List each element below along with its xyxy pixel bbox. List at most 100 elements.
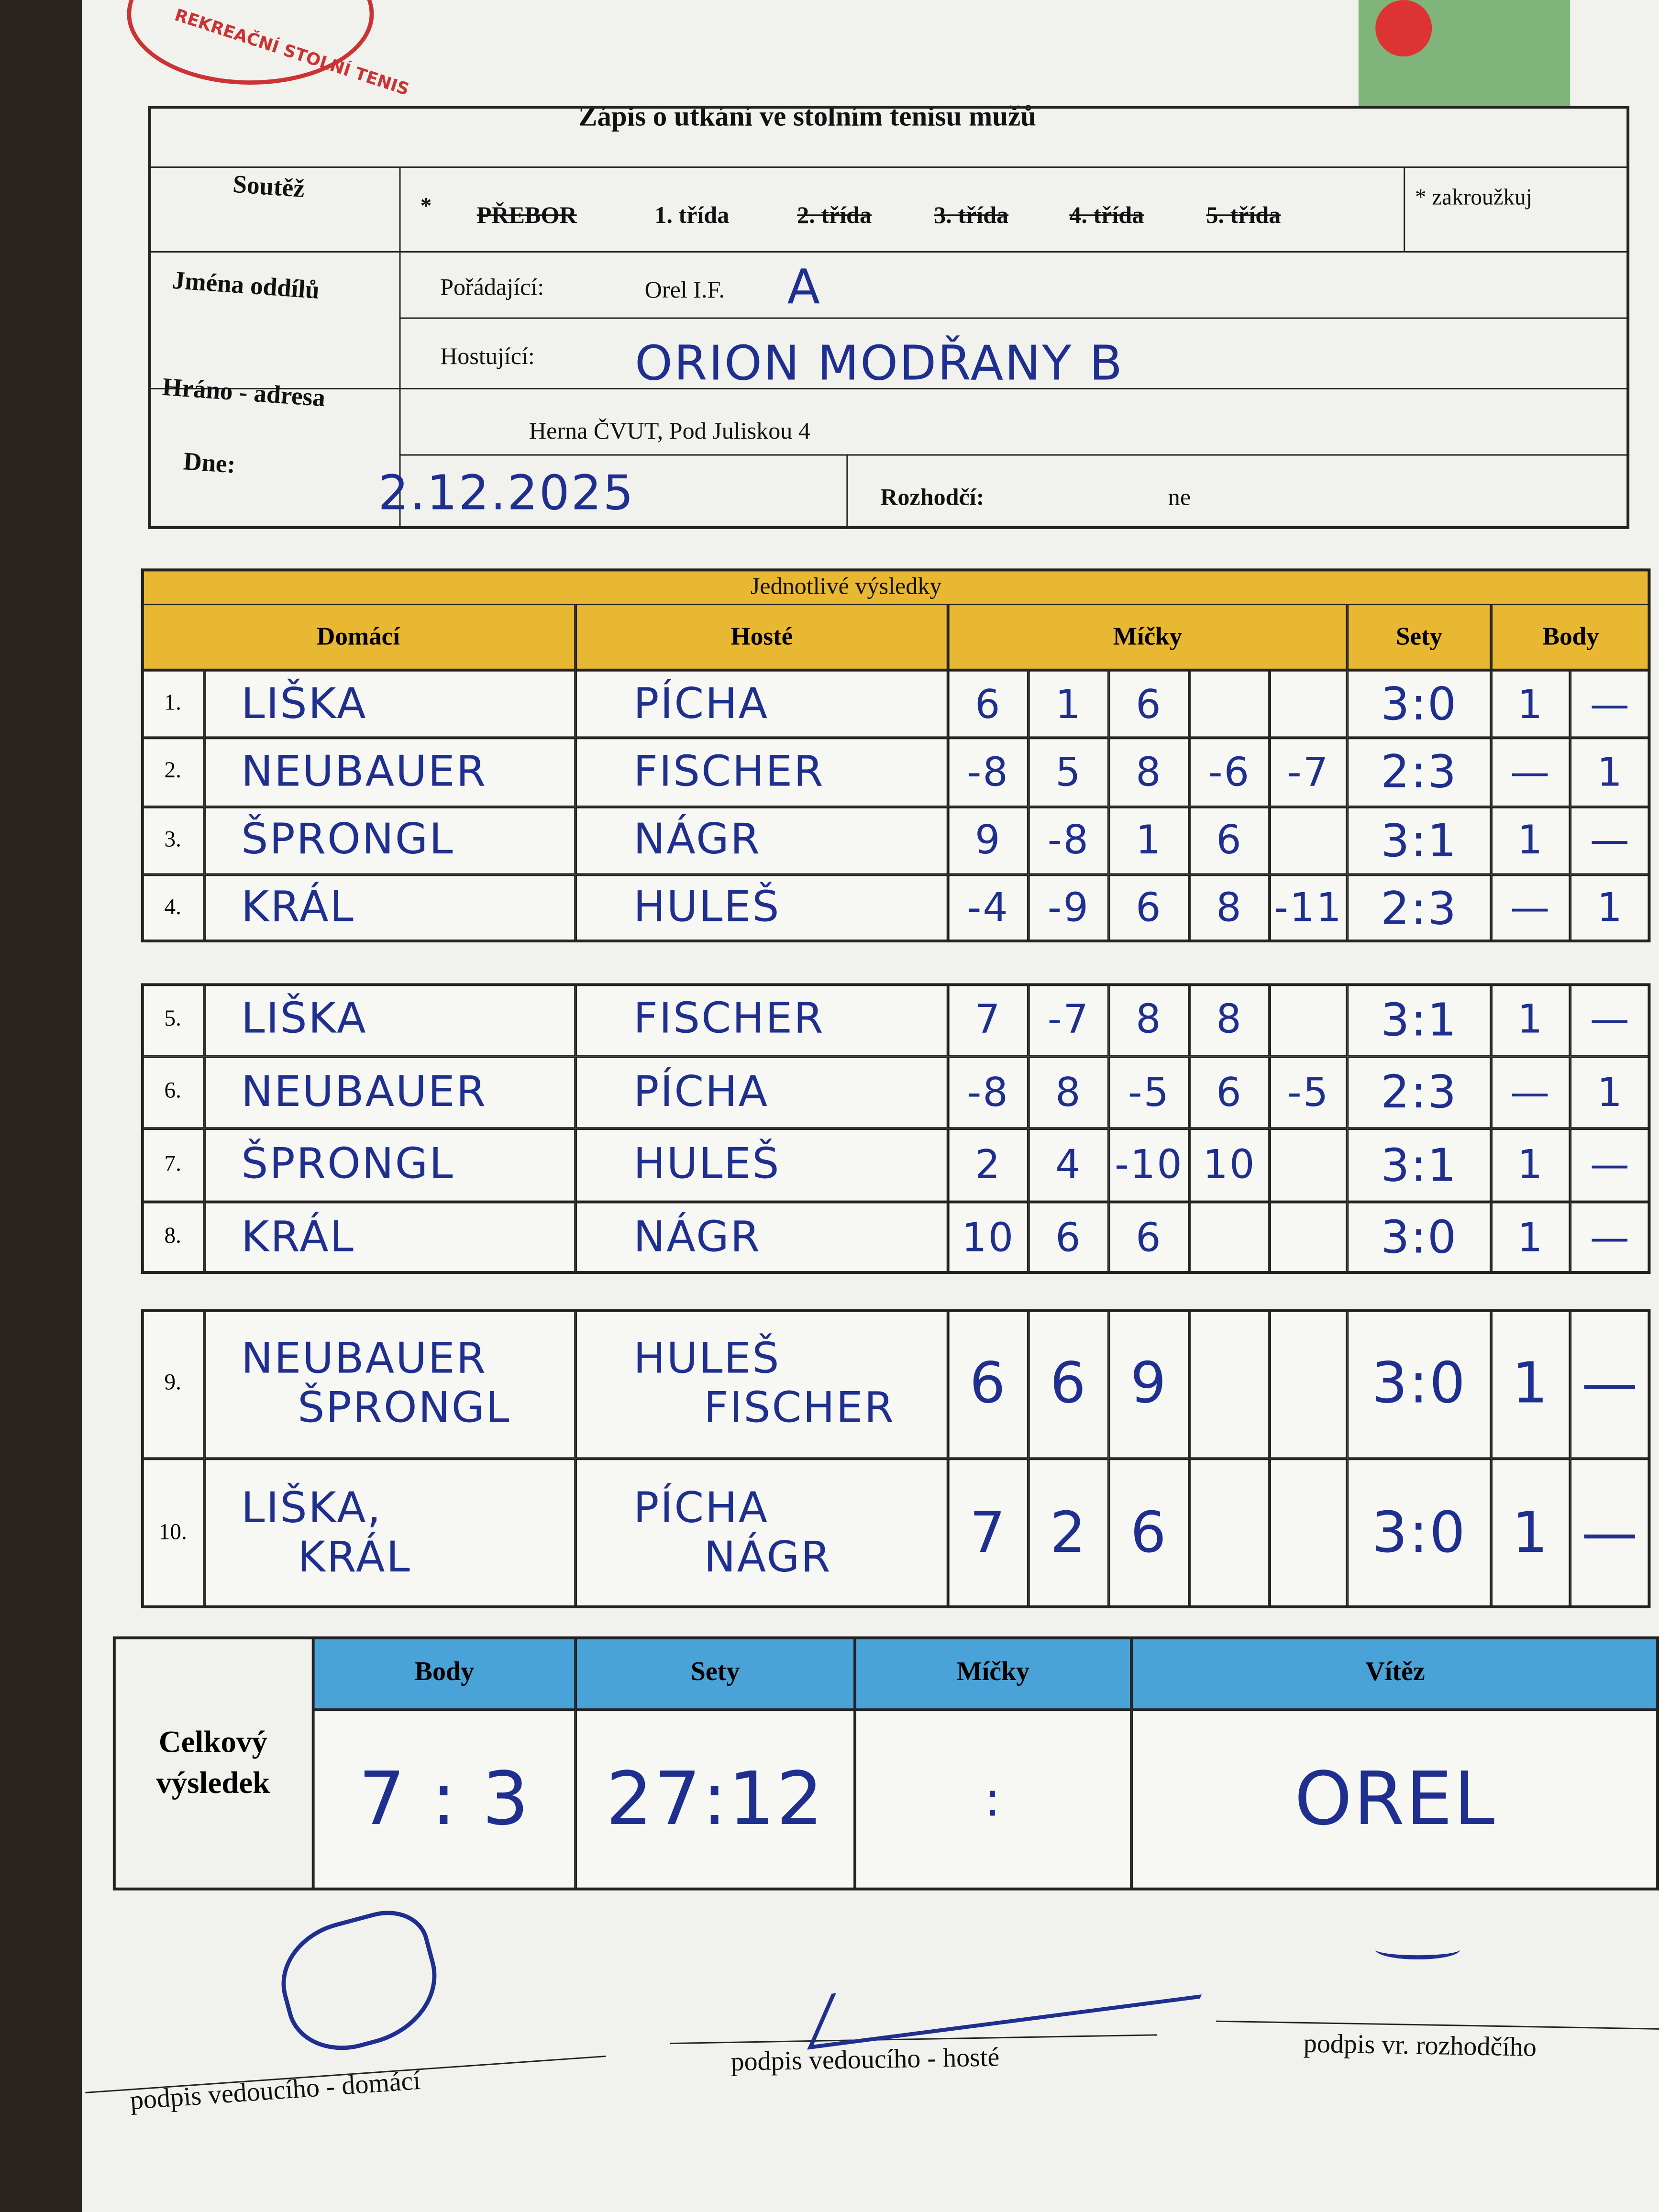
sets-text: 2:3 [1381,881,1458,935]
guest-team: ORION MODŘANY B [635,335,1124,392]
home-player: KRÁL [204,1201,576,1274]
ball-score-text: 8 [1216,885,1243,932]
match-no: 4. [141,874,205,942]
column-header: Hosté [575,604,948,670]
guest-player-name: HULEŠ [633,1334,781,1384]
total-column-header-text: Body [414,1658,475,1687]
ball-score [1189,1459,1270,1608]
sets-text: 2:3 [1381,745,1458,799]
home-player-name: KRÁL [241,1213,355,1262]
ball-score-text: 9 [974,817,1002,864]
column-header-text: Sety [1396,622,1443,651]
guest-player-name: FISCHER [633,995,825,1044]
points-guest: 1 [1570,1056,1651,1129]
points-guest: 1 [1570,738,1651,807]
match-no-text: 4. [164,896,181,920]
ball-score: 9 [1108,1309,1189,1459]
competition-option: 2. třída [797,201,872,229]
points-guest: 1 [1570,874,1651,942]
ball-score: -6 [1189,738,1270,807]
home-player: NEUBAUER [204,738,576,807]
match-no: 5. [141,983,205,1056]
referee-separator [846,454,848,529]
guest-player: HULEŠ [575,1128,948,1202]
points-home: 1 [1491,1201,1571,1274]
points-home-text: — [1510,885,1551,932]
points-home-text: 1 [1517,1214,1544,1261]
ball-score: 2 [948,1128,1029,1202]
ball-score [1270,1309,1348,1459]
column-header: Body [1491,604,1651,670]
total-value-text: 27:12 [606,1758,825,1843]
ball-score: 8 [1108,738,1189,807]
ball-score: 2 [1028,1459,1109,1608]
guest-player-name: PÍCHA [633,1067,769,1117]
sets: 2:3 [1347,738,1492,807]
competition-option: 3. třída [934,201,1009,229]
ball-score [1270,806,1348,874]
home-player-name: ŠPRONGL [241,1140,454,1190]
ball-score-text: 6 [1216,817,1243,864]
guest-player-name: NÁGR [633,1213,762,1262]
sets-text: 3:0 [1371,1351,1467,1416]
sets: 3:1 [1347,1128,1492,1202]
ball-score-text: 6 [969,1351,1007,1416]
total-column-header: Míčky [855,1636,1132,1710]
ball-score-text: 4 [1055,1141,1082,1188]
ball-score: -11 [1270,874,1348,942]
guest-player: FISCHER [575,983,948,1056]
sets-text: 3:0 [1381,1210,1458,1265]
ball-score-text: 6 [1055,1214,1082,1261]
ball-score [1270,983,1348,1056]
match-no-text: 9. [164,1371,181,1395]
ball-score-text: -7 [1287,749,1330,796]
total-value-text: : [984,1771,1002,1828]
total-column-header: Vítěz [1131,1636,1659,1710]
ball-score: 6 [1028,1309,1109,1459]
header-rule [399,317,1630,319]
header-rule [399,454,1630,456]
points-home: — [1491,1056,1571,1129]
points-home-text: 1 [1517,1141,1544,1188]
points-guest-text: 1 [1597,885,1624,932]
guest-player-name: PÍCHA [633,679,769,729]
points-home-text: 1 [1517,681,1544,728]
total-value-text: 7 : 3 [358,1758,531,1843]
total-value: OREL [1131,1710,1659,1891]
date: 2.12.2025 [378,465,635,522]
ball-score-text: -11 [1274,885,1343,932]
ball-score [1189,670,1270,739]
points-guest-text: — [1581,1351,1639,1416]
total-label: Celkový výsledek [156,1724,270,1800]
guest-player-name: FISCHER [704,1383,895,1434]
points-guest: — [1570,1128,1651,1202]
ball-score-text: 6 [1050,1351,1087,1416]
sets-text: 3:1 [1381,993,1458,1047]
sets-text: 3:0 [1381,677,1458,731]
ball-score: 8 [1189,874,1270,942]
ball-score: -8 [948,1056,1029,1129]
ball-score [1270,1201,1348,1274]
match-no-text: 1. [164,691,181,716]
ball-score-text: 10 [962,1214,1015,1261]
ball-score: -9 [1028,874,1109,942]
guest-player-name: PÍCHA [633,1484,769,1534]
home-player: ŠPRONGL [204,806,576,874]
guest-label: Hostující: [440,343,535,370]
column-header: Sety [1347,604,1492,670]
home-player: NEUBAUER [204,1056,576,1129]
ball-score: 5 [1028,738,1109,807]
home-label: Pořádající: [440,274,544,301]
ball-score: 7 [948,983,1029,1056]
match-no-text: 2. [164,759,181,784]
ball-score-text: -9 [1047,885,1090,932]
referee: ne [1168,484,1191,511]
ball-score-text: 5 [1055,749,1082,796]
note-separator [1404,166,1405,251]
points-guest-text: — [1590,996,1631,1043]
points-guest: — [1570,1459,1651,1608]
column-header: Míčky [948,604,1348,670]
total-value-text: OREL [1294,1758,1496,1843]
ball-score [1270,1128,1348,1202]
home-team-suffix: A [787,259,822,316]
